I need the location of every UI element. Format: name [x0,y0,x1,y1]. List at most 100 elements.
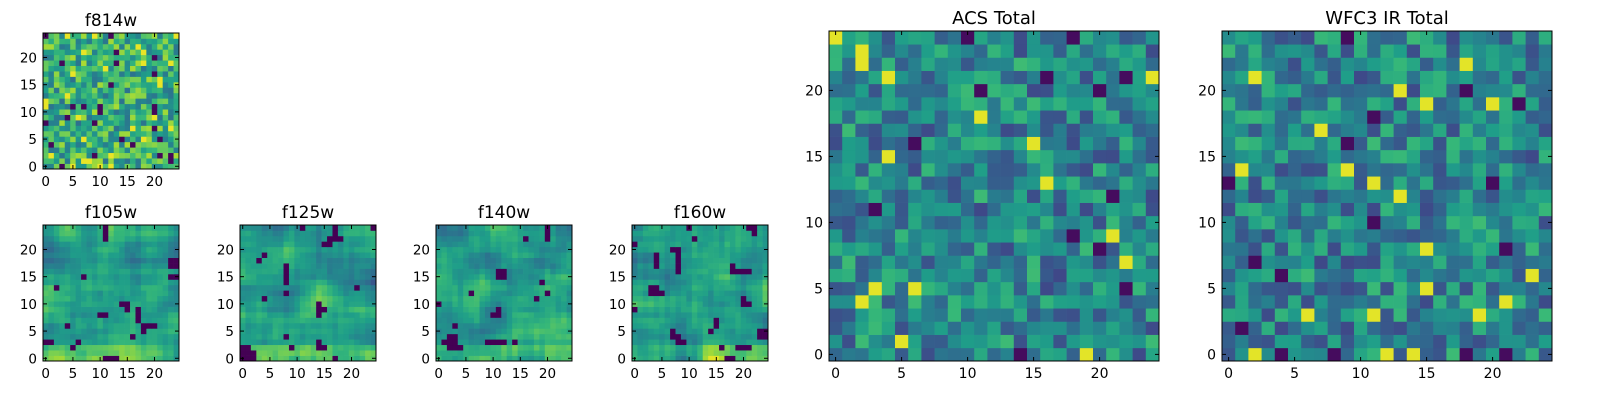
heatmap-cell [495,268,502,275]
heatmap-cell [162,38,169,45]
heatmap-cell [337,301,344,307]
heatmap-cell [697,235,704,242]
heatmap-cell [81,136,87,143]
heatmap-cell [327,312,333,318]
heatmap-cell [245,279,252,286]
heatmap-cell [921,123,935,137]
heatmap-cell [64,147,71,154]
heatmap-cell [724,306,731,313]
heatmap-cell [702,322,709,329]
heatmap-cell [1406,31,1421,45]
heatmap-cell [539,284,546,291]
y-tick-label: 10 [1198,215,1216,231]
heatmap-cell [1446,215,1460,230]
heatmap-cell [1066,163,1081,177]
heatmap-cell [135,141,142,148]
heatmap-cell [550,290,557,297]
heatmap-cell [157,163,164,170]
heatmap-cell [1027,83,1041,98]
heatmap-cell [680,328,687,335]
heatmap-cell [1512,149,1526,164]
heatmap-cell [53,268,60,275]
heatmap-cell [119,273,125,280]
heatmap-cell [868,149,883,164]
heatmap-cell [75,355,82,362]
heatmap-cell [735,355,742,362]
heatmap-cell [283,301,290,307]
heatmap-cell [675,257,682,264]
heatmap-cell [1459,321,1474,335]
heatmap-cell [53,225,60,231]
heatmap-cell [299,279,306,286]
heatmap-cell [299,306,306,313]
heatmap-cell [108,252,115,258]
heatmap-cell [544,257,551,264]
heatmap-cell [468,235,475,242]
heatmap-cell [288,322,295,329]
heatmap-cell [59,114,66,121]
heatmap-cell [370,230,377,237]
heatmap-cell [702,355,709,362]
heatmap-cell [664,263,671,269]
heatmap-cell [43,147,49,154]
heatmap-cell [337,306,344,313]
heatmap-cell [452,279,459,286]
heatmap-cell [113,109,120,115]
heatmap-cell [1274,97,1289,111]
heatmap-cell [1486,281,1500,296]
heatmap-cell [64,81,71,88]
heatmap-cell [64,306,71,313]
heatmap-cell [102,76,109,83]
heatmap-cell [642,344,649,351]
heatmap-cell [113,290,120,297]
x-tick-label: 20 [146,174,163,190]
heatmap-cell [102,306,109,313]
heatmap-cell [108,152,115,159]
heatmap-cell [1261,163,1276,177]
heatmap-cell [642,355,649,362]
heatmap-cell [321,246,328,253]
heatmap-cell [1459,215,1474,230]
heatmap-cell [987,229,1001,243]
heatmap-cell [1499,189,1513,203]
heatmap-cell [566,290,573,297]
heatmap-cell [261,235,268,242]
heatmap-cell [1314,202,1328,217]
heatmap-cell [43,71,49,77]
heatmap-cell [1459,163,1474,177]
heatmap-cell [934,242,949,256]
heatmap-cell [506,317,513,324]
x-tick-label: 0 [41,366,50,382]
heatmap-cell [59,130,66,137]
heatmap-cell [1106,44,1120,58]
heatmap-cell [1066,321,1081,335]
heatmap-cell [1340,281,1355,296]
heatmap-cell [1027,308,1041,322]
heatmap-cell [452,322,459,329]
heatmap-cell [113,163,120,170]
heatmap-cell [1327,202,1342,217]
heatmap-cell [495,252,502,258]
heatmap-cell [762,257,769,264]
heatmap-cell [162,235,169,242]
heatmap-cell [130,333,136,340]
heatmap-cell [278,268,284,275]
heatmap-cell [484,235,491,242]
heatmap-cell [113,141,120,148]
heatmap-cell [43,120,49,126]
heatmap-cell [539,344,546,351]
heatmap-cell [48,125,55,132]
heatmap-cell [124,147,131,154]
heatmap-cell [108,295,115,302]
heatmap-cell [523,284,529,291]
heatmap-cell [1288,268,1302,283]
heatmap-cell [751,328,758,335]
heatmap-cell [337,273,344,280]
heatmap-cell [157,317,164,324]
heatmap-cell [168,252,174,258]
heatmap-cell [987,176,1001,190]
heatmap-cell [675,230,682,237]
heatmap-cell [762,306,769,313]
heatmap-cell [1354,308,1368,322]
